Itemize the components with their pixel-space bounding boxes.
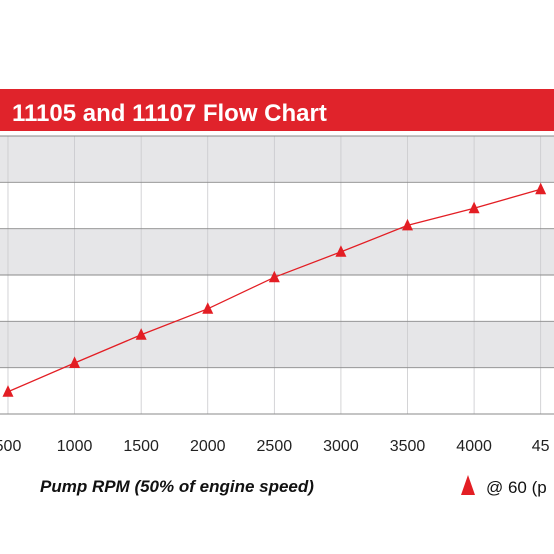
data-point-marker: [468, 201, 480, 214]
data-point-marker: [535, 182, 547, 195]
x-tick-label: 500: [0, 438, 21, 455]
plot-background-bands: [0, 136, 554, 414]
plot-band: [0, 275, 554, 322]
x-axis-title: Pump RPM (50% of engine speed): [40, 477, 314, 496]
data-point-marker: [335, 245, 347, 257]
x-tick-labels: 500 1000 1500 2000 2500 3000 3500 4000 45: [0, 438, 550, 455]
x-tick-label: 3500: [390, 438, 426, 455]
title-bar: [0, 89, 554, 131]
data-point-marker: [402, 218, 414, 231]
data-point-marker: [202, 302, 214, 314]
x-tick-label: 2500: [257, 438, 293, 455]
x-tick-label: 4000: [456, 438, 492, 455]
legend: @ 60 (p: [461, 475, 547, 497]
legend-triangle-marker: [461, 475, 475, 495]
series-layer: [2, 182, 547, 397]
x-tick-label: 1000: [57, 438, 93, 455]
plot-band: [0, 136, 554, 183]
x-tick-label: 3000: [323, 438, 359, 455]
plot-band: [0, 321, 554, 368]
chart-title: 11105 and 11107 Flow Chart: [12, 100, 327, 127]
horizontal-gridlines: [0, 135, 554, 415]
plot-band: [0, 182, 554, 229]
data-point-marker: [268, 270, 280, 283]
legend-label: @ 60 (p: [486, 478, 547, 497]
data-point-marker: [2, 385, 14, 397]
x-tick-label: 1500: [123, 438, 159, 455]
plot-band: [0, 228, 554, 275]
data-point-marker: [69, 356, 81, 368]
x-tick-label: 2000: [190, 438, 226, 455]
data-point-marker: [135, 328, 147, 340]
plot-band: [0, 367, 554, 414]
x-tick-label: 45: [532, 438, 550, 455]
